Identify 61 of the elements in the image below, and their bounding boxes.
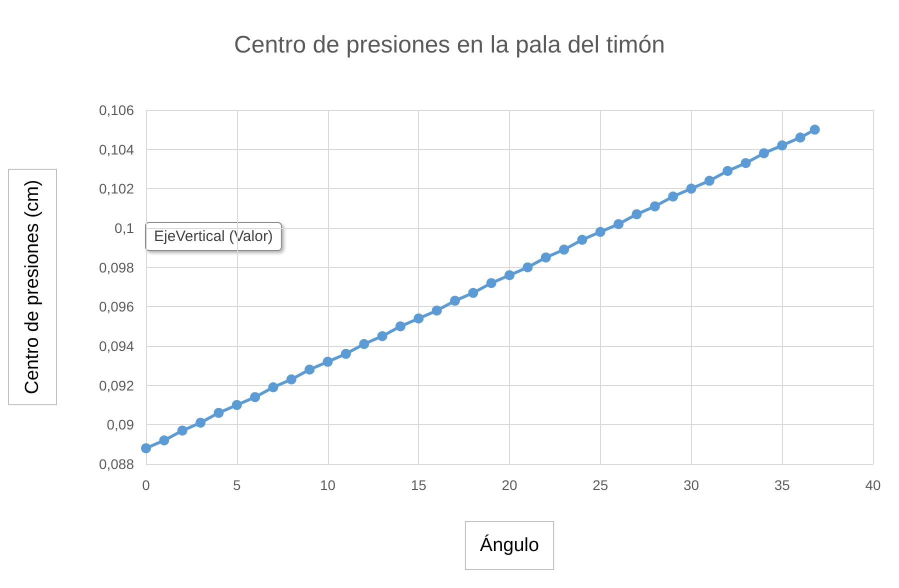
point [214, 408, 224, 418]
y-tick-label: 0,088 [98, 456, 134, 472]
point [450, 296, 460, 306]
x-tick-label: 10 [320, 477, 336, 493]
y-tick-label: 0,104 [98, 141, 134, 158]
point [614, 219, 624, 230]
point [304, 364, 315, 375]
point [559, 244, 570, 255]
point [268, 382, 278, 392]
y-tick-label: 0,092 [98, 377, 134, 394]
point [522, 262, 533, 272]
point [632, 209, 642, 220]
y-tick-label: 0,094 [98, 338, 134, 354]
point [777, 140, 788, 150]
y-axis-title: Centro de presiones (cm) [22, 180, 43, 394]
y-tick-label: 0,102 [98, 180, 134, 197]
point [468, 288, 478, 298]
point [432, 306, 442, 316]
point [322, 356, 333, 367]
point [250, 392, 260, 402]
point [758, 148, 769, 158]
point [650, 201, 660, 212]
y-tick-label: 0,09 [106, 416, 134, 433]
point [414, 313, 424, 324]
point [286, 374, 296, 384]
x-tick-label: 25 [592, 477, 608, 493]
point [722, 166, 733, 176]
point [810, 124, 820, 135]
x-tick-label: 35 [774, 477, 790, 493]
x-tick-label: 20 [502, 477, 518, 493]
point [577, 234, 588, 245]
point [232, 400, 242, 410]
y-tick-label: 0,1 [114, 220, 134, 236]
point [395, 321, 406, 332]
point [540, 252, 551, 262]
point [177, 426, 188, 436]
x-tick-label: 40 [865, 477, 881, 493]
point [359, 339, 370, 350]
point [340, 348, 351, 359]
x-tick-label: 15 [410, 477, 427, 493]
point [668, 192, 678, 202]
point [159, 435, 170, 446]
point [486, 278, 496, 288]
point [196, 418, 206, 428]
point [795, 132, 806, 143]
point [595, 226, 606, 237]
x-tick-label: 30 [683, 477, 700, 493]
x-tick-label: 0 [142, 477, 150, 493]
point [377, 331, 388, 342]
point [504, 270, 514, 280]
annotation: EjeVertical (Valor) [154, 228, 273, 245]
y-tick-label: 0,096 [98, 298, 134, 315]
y-tick-label: 0,098 [98, 259, 134, 276]
point [141, 443, 151, 454]
point [686, 184, 696, 194]
y-tick-label: 0,106 [98, 102, 134, 118]
x-axis-title: Ángulo [480, 534, 540, 556]
chart-title: Centro de presiones en la pala del timón [234, 32, 665, 58]
point [740, 158, 751, 168]
point [704, 176, 714, 186]
x-tick-label: 5 [232, 477, 241, 493]
